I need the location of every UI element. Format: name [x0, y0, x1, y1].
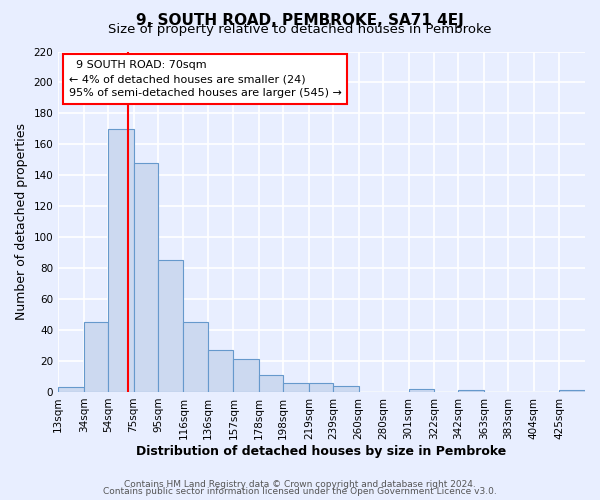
Bar [233, 360, 259, 392]
Y-axis label: Number of detached properties: Number of detached properties [15, 123, 28, 320]
Bar [458, 390, 484, 392]
Text: Contains public sector information licensed under the Open Government Licence v3: Contains public sector information licen… [103, 488, 497, 496]
Bar [333, 386, 359, 392]
Text: 9 SOUTH ROAD: 70sqm
← 4% of detached houses are smaller (24)
95% of semi-detache: 9 SOUTH ROAD: 70sqm ← 4% of detached hou… [69, 60, 341, 98]
Bar [158, 260, 184, 392]
Bar [134, 163, 158, 392]
Bar [559, 390, 585, 392]
Bar [259, 375, 283, 392]
Bar [84, 322, 108, 392]
Bar [184, 322, 208, 392]
Bar [409, 389, 434, 392]
Bar [58, 388, 84, 392]
Text: Contains HM Land Registry data © Crown copyright and database right 2024.: Contains HM Land Registry data © Crown c… [124, 480, 476, 489]
Bar [108, 129, 134, 392]
Text: Size of property relative to detached houses in Pembroke: Size of property relative to detached ho… [108, 22, 492, 36]
Bar [283, 382, 309, 392]
Bar [208, 350, 233, 392]
X-axis label: Distribution of detached houses by size in Pembroke: Distribution of detached houses by size … [136, 444, 507, 458]
Text: 9, SOUTH ROAD, PEMBROKE, SA71 4EJ: 9, SOUTH ROAD, PEMBROKE, SA71 4EJ [136, 12, 464, 28]
Bar [309, 382, 333, 392]
